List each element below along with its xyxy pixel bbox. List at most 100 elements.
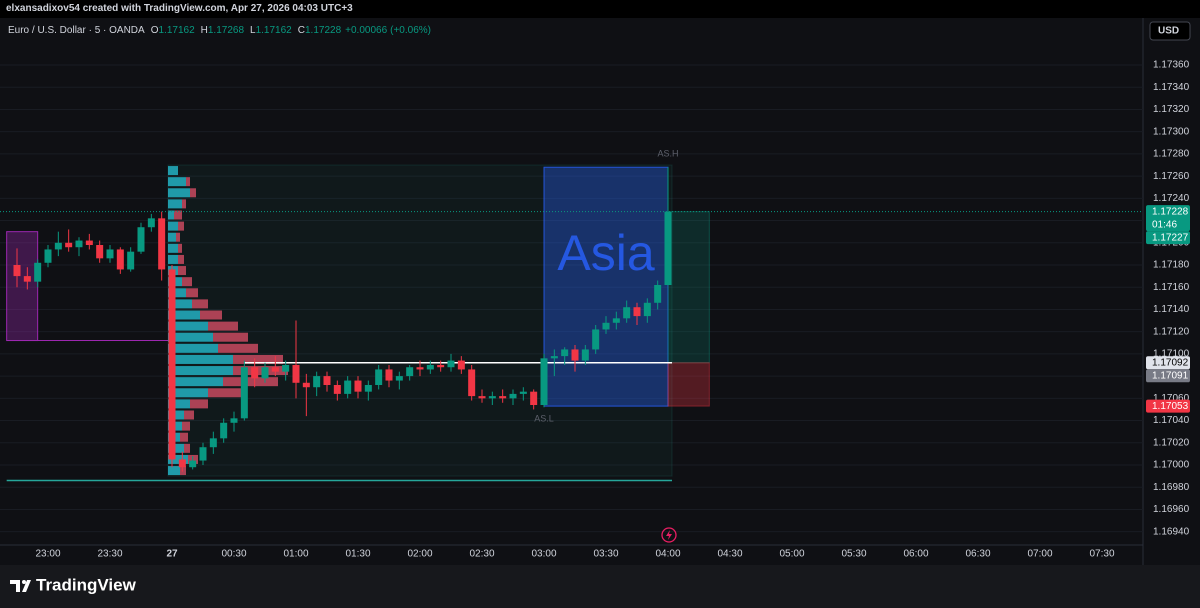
candle-body: [127, 251, 135, 270]
legend-item: Euro / U.S. Dollar · 5 · OANDA: [8, 25, 145, 36]
logo-text: TradingView: [36, 575, 137, 594]
y-tick-label: 1.16960: [1153, 504, 1190, 515]
profile-down: [178, 243, 182, 253]
profile-up: [168, 377, 223, 387]
flash-icon: [661, 527, 677, 543]
profile-up: [168, 210, 174, 220]
session-box: [543, 166, 669, 407]
candle-body: [23, 276, 31, 282]
candle-body: [385, 369, 393, 381]
price-label: 1.17053: [1152, 401, 1189, 412]
y-tick-label: 1.16940: [1153, 526, 1190, 537]
y-tick-label: 1.17260: [1153, 171, 1190, 182]
x-tick-label: 03:00: [531, 549, 556, 560]
candle-body: [85, 240, 93, 245]
profile-down: [218, 343, 258, 353]
price-label-bg: [1146, 205, 1190, 232]
profile-down: [208, 321, 238, 331]
price-label: 1.17092: [1152, 357, 1189, 368]
candle-body: [261, 367, 269, 379]
y-tick-label: 1.17100: [1153, 349, 1190, 360]
profile-down: [213, 332, 248, 342]
candle-body: [633, 307, 641, 317]
y-tick-label: 1.17180: [1153, 260, 1190, 271]
session-label: Asia: [557, 225, 654, 281]
profile-up: [168, 454, 188, 464]
y-tick-label: 1.17240: [1153, 193, 1190, 204]
profile-down: [208, 388, 243, 398]
profile-up: [168, 232, 176, 242]
legend-item: O: [151, 25, 159, 36]
profile-up: [168, 321, 208, 331]
x-tick-label: 05:00: [779, 549, 804, 560]
candle-body: [158, 218, 166, 270]
candle-body: [354, 380, 362, 392]
candle-body: [488, 396, 496, 399]
profile-up: [168, 354, 233, 364]
price-label-bg: [1146, 356, 1190, 370]
profile-down: [180, 466, 186, 476]
logo: TradingView: [10, 575, 137, 594]
candle-body: [137, 227, 145, 252]
legend-item: C: [298, 25, 305, 36]
x-tick-label: 07:30: [1089, 549, 1114, 560]
candle-body: [602, 322, 610, 330]
candle-body: [54, 242, 62, 250]
x-tick-label: 23:30: [97, 549, 122, 560]
price-label-bg: [1146, 399, 1190, 413]
x-tick-label: 02:30: [469, 549, 494, 560]
profile-down: [178, 221, 184, 231]
candle-body: [189, 460, 197, 468]
candle-body: [96, 245, 104, 259]
candle-body: [581, 349, 589, 361]
candle-body: [34, 262, 42, 282]
profile-up: [168, 366, 233, 376]
x-tick-label: 06:30: [965, 549, 990, 560]
candle-body: [282, 365, 290, 372]
candle-body: [592, 329, 600, 350]
legend-line: Euro / U.S. Dollar · 5 · OANDA O1.17162 H1…: [8, 25, 431, 36]
candle-body: [333, 385, 341, 394]
candle-body: [44, 249, 52, 263]
candle-body: [561, 349, 569, 357]
profile-up: [168, 299, 192, 309]
candle-body: [271, 367, 279, 372]
candle-body: [437, 365, 445, 368]
y-tick-label: 1.17020: [1153, 437, 1190, 448]
candle-body: [178, 459, 186, 468]
x-tick-label: 04:00: [655, 549, 680, 560]
candle-body: [65, 242, 73, 248]
profile-down: [200, 310, 222, 320]
candle-body: [426, 365, 434, 370]
candle-body: [13, 265, 21, 277]
profile-up: [168, 410, 184, 420]
y-tick-label: 1.17280: [1153, 149, 1190, 160]
candle-body: [457, 360, 465, 370]
position-stop: [667, 362, 710, 407]
candle-body: [168, 269, 176, 460]
profile-up: [168, 243, 178, 253]
profile-up: [168, 310, 200, 320]
y-tick-label: 1.17320: [1153, 104, 1190, 115]
legend-item: 1.17268: [208, 25, 245, 36]
profile-up: [168, 443, 184, 453]
profile-up: [168, 254, 178, 264]
profile-up: [168, 388, 208, 398]
profile-down: [184, 443, 190, 453]
profile-up: [168, 177, 186, 187]
candle-body: [220, 422, 228, 439]
y-tick-label: 1.17300: [1153, 126, 1190, 137]
y-tick-label: 1.17040: [1153, 415, 1190, 426]
candle-body: [147, 218, 155, 228]
candle-body: [364, 385, 372, 392]
x-tick-label: 27: [166, 549, 178, 560]
profile-up: [168, 221, 178, 231]
legend-item: 1.17228: [305, 25, 342, 36]
candle-body: [209, 438, 217, 448]
profile-down: [190, 188, 196, 198]
session-low-label: AS.L: [534, 413, 554, 423]
candle-body: [75, 240, 83, 248]
candle-body: [509, 393, 517, 399]
candle-body: [230, 418, 238, 423]
